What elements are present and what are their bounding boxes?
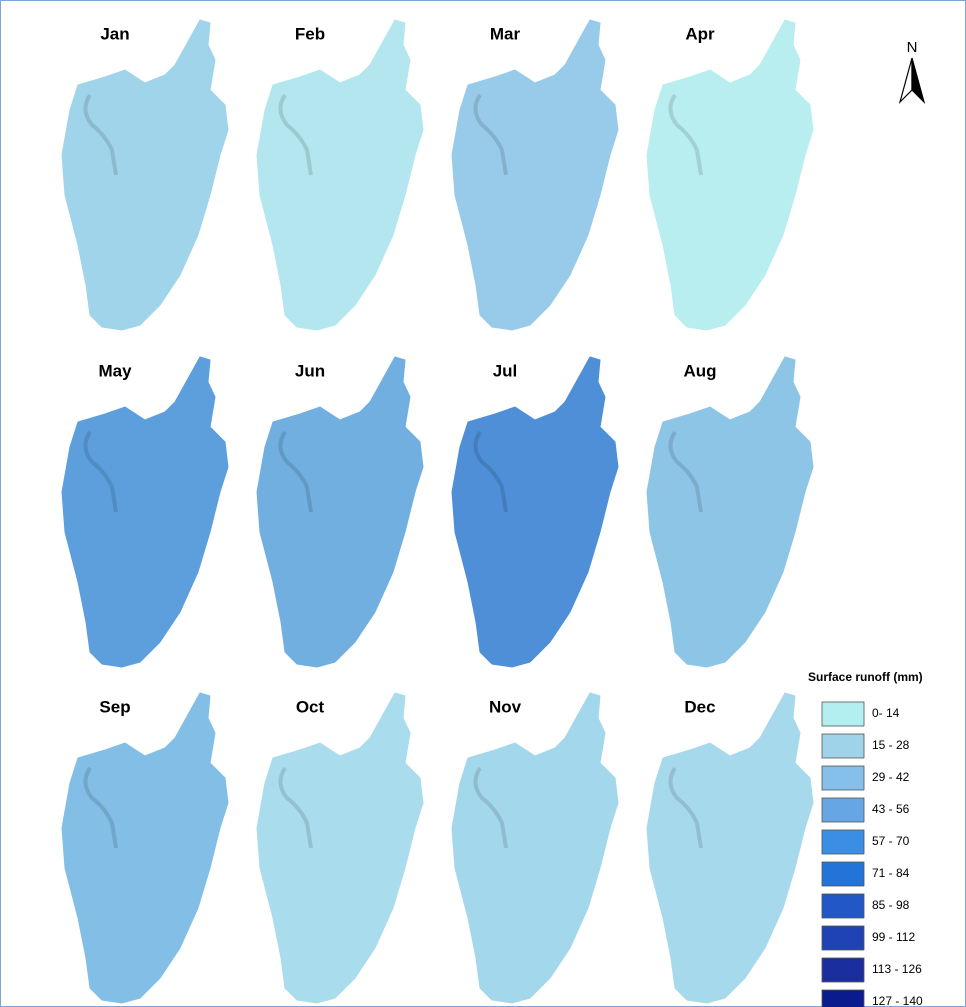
map-region	[61, 692, 229, 1004]
map-region	[61, 19, 229, 331]
legend-swatch	[821, 957, 865, 983]
river	[473, 766, 508, 849]
legend-swatch	[821, 733, 865, 759]
month-label: Sep	[99, 697, 130, 716]
legend-swatch	[821, 701, 865, 727]
map-region	[451, 19, 619, 331]
river	[278, 93, 313, 176]
map-region	[61, 356, 229, 668]
legend-label: 43 - 56	[872, 802, 910, 816]
legend-swatch	[821, 861, 865, 887]
legend-label: 85 - 98	[872, 898, 910, 912]
legend-label: 57 - 70	[872, 834, 910, 848]
map-region	[451, 356, 619, 668]
map-region	[256, 19, 424, 331]
river	[83, 766, 118, 849]
legend-swatch	[821, 893, 865, 919]
legend-label: 71 - 84	[872, 866, 910, 880]
map-region	[256, 356, 424, 668]
month-label: Jun	[295, 361, 325, 380]
river	[83, 430, 118, 513]
river	[83, 93, 118, 176]
river	[668, 766, 703, 849]
river	[278, 430, 313, 513]
legend-label: 29 - 42	[872, 770, 910, 784]
legend-label: 127 - 140	[872, 994, 923, 1007]
river	[278, 766, 313, 849]
north-arrow	[898, 57, 926, 105]
month-label: Apr	[685, 24, 715, 43]
map-region	[256, 692, 424, 1004]
legend-title: Surface runoff (mm)	[808, 670, 923, 684]
legend-swatch	[821, 925, 865, 951]
month-label: Oct	[296, 697, 325, 716]
month-label: Nov	[489, 697, 522, 716]
river	[473, 93, 508, 176]
legend-label: 0- 14	[872, 706, 900, 720]
legend-swatch	[821, 829, 865, 855]
month-label: Feb	[295, 24, 325, 43]
river	[668, 93, 703, 176]
north-label: N	[907, 39, 918, 56]
legend-label: 113 - 126	[872, 962, 922, 976]
month-label: Jul	[493, 361, 518, 380]
river	[473, 430, 508, 513]
legend-swatch	[821, 797, 865, 823]
month-label: Aug	[683, 361, 716, 380]
legend-label: 15 - 28	[872, 738, 910, 752]
legend-swatch	[821, 989, 865, 1007]
month-label: Jan	[100, 24, 129, 43]
legend-swatch	[821, 765, 865, 791]
map-region	[646, 356, 814, 668]
river	[668, 430, 703, 513]
map-region	[451, 692, 619, 1004]
map-region	[646, 19, 814, 331]
legend-label: 99 - 112	[872, 930, 915, 944]
month-label: Mar	[490, 24, 521, 43]
month-label: Dec	[684, 697, 715, 716]
month-label: May	[98, 361, 132, 380]
map-region	[646, 692, 814, 1004]
